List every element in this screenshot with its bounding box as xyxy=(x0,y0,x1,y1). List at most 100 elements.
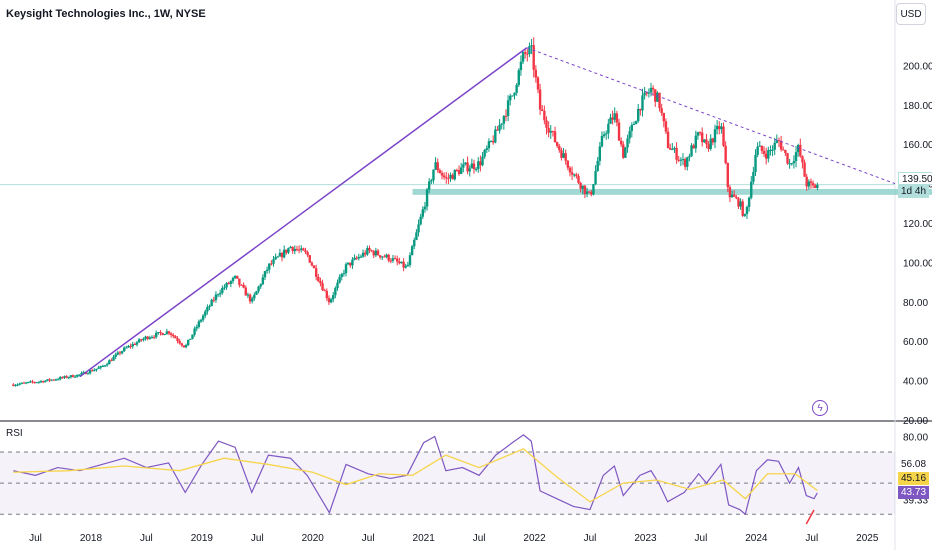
candle-up xyxy=(743,214,747,216)
candle-up xyxy=(769,149,772,151)
candle-up xyxy=(155,332,158,338)
candle-up xyxy=(406,264,410,267)
candle-up xyxy=(494,129,497,143)
candle-up xyxy=(225,282,228,288)
candle-up xyxy=(513,92,516,96)
candle-up xyxy=(131,344,134,347)
candle-up xyxy=(184,345,188,348)
candle-up xyxy=(93,369,96,372)
candle-up xyxy=(144,336,147,339)
candle-up xyxy=(500,123,503,125)
candle-down xyxy=(22,382,26,384)
candle-up xyxy=(641,95,644,111)
candle-up xyxy=(690,145,693,157)
candle-down xyxy=(566,160,570,168)
candle-up xyxy=(46,379,49,381)
candle-down xyxy=(152,336,156,338)
candle-up xyxy=(193,328,196,335)
candle-down xyxy=(611,117,614,120)
candle-up xyxy=(509,95,512,101)
candle-up xyxy=(259,284,262,287)
candle-up xyxy=(199,319,203,322)
candle-up xyxy=(647,92,651,94)
candle-up xyxy=(549,130,552,133)
candle-up xyxy=(374,250,378,256)
candle-up xyxy=(715,125,719,130)
candle-up xyxy=(80,372,83,375)
candle-down xyxy=(590,192,593,195)
candle-down xyxy=(321,283,324,291)
price-tick-label: 120.00 xyxy=(903,219,932,230)
candle-down xyxy=(784,150,787,154)
candle-up xyxy=(221,287,224,293)
candle-up xyxy=(750,181,753,198)
chart-title: Keysight Technologies Inc., 1W, NYSE xyxy=(6,8,206,20)
candle-down xyxy=(803,162,806,177)
candle-up xyxy=(720,126,723,130)
candle-up xyxy=(39,381,43,383)
candle-up xyxy=(208,306,211,308)
candle-up xyxy=(596,160,599,172)
candle-up xyxy=(681,159,685,161)
candle-up xyxy=(511,95,514,97)
candle-down xyxy=(587,191,591,193)
candle-up xyxy=(607,123,610,134)
time-tick-label: Jul xyxy=(251,533,264,544)
time-tick-label: 2023 xyxy=(634,533,657,544)
candle-up xyxy=(752,171,755,182)
candle-up xyxy=(148,337,152,339)
candle-up xyxy=(628,131,631,139)
candle-down xyxy=(349,262,352,266)
candle-down xyxy=(314,268,318,277)
candle-down xyxy=(396,258,399,262)
candle-down xyxy=(312,265,316,269)
candle-down xyxy=(310,262,314,266)
candle-up xyxy=(157,332,160,334)
candle-down xyxy=(445,177,448,179)
candle-up xyxy=(268,263,271,270)
candle-up xyxy=(246,294,250,296)
candle-down xyxy=(762,150,766,154)
candle-up xyxy=(605,133,608,135)
candle-down xyxy=(568,167,572,173)
time-tick-label: Jul xyxy=(695,533,708,544)
candle-up xyxy=(229,281,233,284)
candle-up xyxy=(112,356,115,361)
candle-up xyxy=(54,379,58,381)
candle-down xyxy=(545,120,548,128)
candle-down xyxy=(801,156,804,163)
candle-down xyxy=(809,181,813,184)
candle-up xyxy=(400,261,403,264)
flash-icon[interactable]: ϟ xyxy=(812,400,828,416)
candle-down xyxy=(805,176,808,187)
candle-up xyxy=(528,46,531,55)
candle-down xyxy=(692,145,695,149)
rsi-ma-value-label: 45.16 xyxy=(898,472,930,485)
candle-down xyxy=(615,113,619,123)
candle-down xyxy=(61,377,64,379)
candle-down xyxy=(364,252,367,255)
last-price-label: 139.50 xyxy=(898,172,932,185)
candle-up xyxy=(796,144,800,153)
candle-up xyxy=(703,139,706,143)
candle-up xyxy=(462,164,465,168)
candle-down xyxy=(236,275,239,279)
candle-down xyxy=(291,246,294,252)
candle-up xyxy=(263,270,267,278)
time-tick-label: 2025 xyxy=(856,533,879,544)
candle-up xyxy=(210,299,213,307)
candle-up xyxy=(191,334,194,339)
candle-up xyxy=(767,150,770,159)
candle-up xyxy=(626,138,629,148)
candle-down xyxy=(698,132,702,134)
currency-button[interactable]: USD xyxy=(896,3,926,25)
candle-down xyxy=(110,360,113,362)
candle-up xyxy=(453,169,456,180)
candle-down xyxy=(619,140,623,145)
time-tick-label: Jul xyxy=(29,533,42,544)
candle-down xyxy=(308,255,311,263)
candle-down xyxy=(654,89,657,102)
candle-up xyxy=(24,382,28,384)
candle-up xyxy=(573,174,576,176)
